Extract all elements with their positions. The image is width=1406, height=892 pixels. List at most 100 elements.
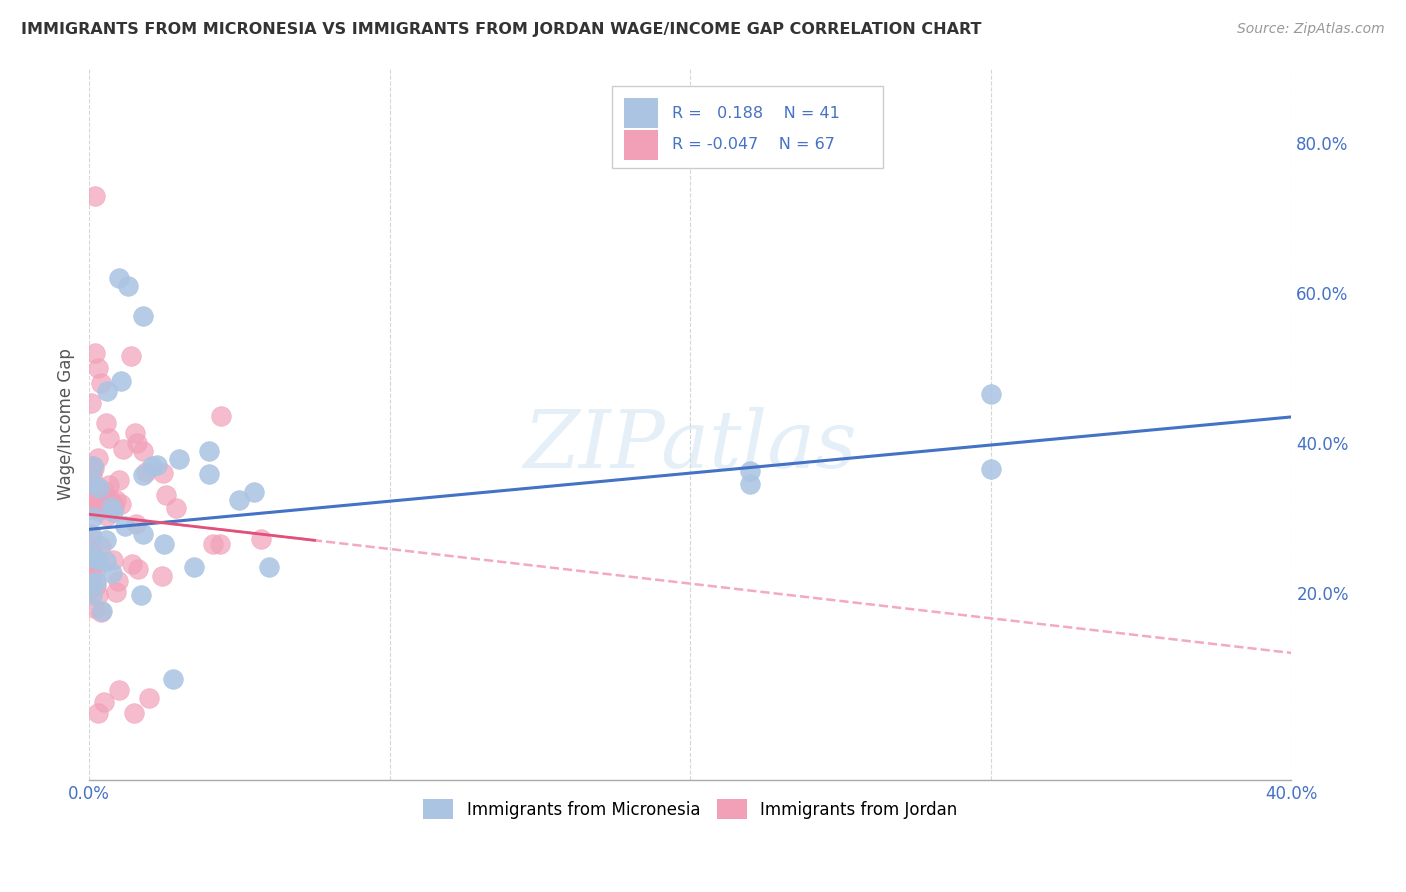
- Point: [82, 531, 104, 545]
- Y-axis label: Wage/Income Gap: Wage/Income Gap: [58, 349, 75, 500]
- Point: [132, 526, 155, 541]
- Point: [202, 537, 225, 551]
- Text: IMMIGRANTS FROM MICRONESIA VS IMMIGRANTS FROM JORDAN WAGE/INCOME GAP CORRELATION: IMMIGRANTS FROM MICRONESIA VS IMMIGRANTS…: [21, 22, 981, 37]
- Point: [82, 575, 104, 590]
- Point: [87, 588, 110, 602]
- Bar: [624, 129, 658, 160]
- Point: [87, 706, 110, 720]
- Point: [107, 574, 129, 589]
- Point: [104, 584, 127, 599]
- Point: [250, 532, 273, 546]
- Text: ZIPatlas: ZIPatlas: [523, 407, 858, 484]
- Point: [84, 574, 107, 589]
- Point: [101, 566, 124, 581]
- Point: [97, 478, 120, 492]
- Point: [83, 557, 105, 571]
- Point: [79, 501, 101, 516]
- Point: [90, 605, 112, 619]
- Point: [84, 549, 107, 564]
- Point: [124, 425, 146, 440]
- Point: [93, 695, 115, 709]
- Point: [84, 579, 107, 593]
- Point: [79, 395, 101, 409]
- Point: [79, 526, 101, 541]
- Point: [132, 467, 155, 482]
- Text: Source: ZipAtlas.com: Source: ZipAtlas.com: [1237, 22, 1385, 37]
- Point: [103, 499, 125, 513]
- Point: [121, 558, 143, 572]
- Point: [80, 588, 103, 602]
- Point: [117, 278, 139, 293]
- Point: [82, 510, 104, 524]
- Point: [83, 492, 105, 507]
- Point: [198, 467, 221, 482]
- Point: [82, 555, 104, 569]
- Point: [79, 566, 101, 580]
- Point: [80, 460, 103, 475]
- Point: [84, 189, 107, 203]
- Point: [82, 479, 104, 493]
- Point: [110, 374, 132, 388]
- Text: R =   0.188    N = 41: R = 0.188 N = 41: [672, 106, 841, 120]
- Point: [82, 549, 104, 563]
- Point: [105, 492, 128, 507]
- Point: [146, 458, 169, 473]
- Point: [112, 442, 135, 456]
- Point: [740, 465, 762, 479]
- Point: [90, 539, 112, 553]
- Point: [209, 409, 232, 423]
- Point: [980, 387, 1002, 401]
- Legend: Immigrants from Micronesia, Immigrants from Jordan: Immigrants from Micronesia, Immigrants f…: [416, 793, 965, 825]
- Point: [83, 460, 105, 475]
- Point: [94, 417, 117, 431]
- FancyBboxPatch shape: [612, 87, 883, 169]
- Point: [155, 488, 177, 502]
- Point: [84, 346, 107, 360]
- Point: [82, 475, 104, 490]
- Point: [97, 494, 120, 508]
- Point: [101, 505, 124, 519]
- Point: [87, 361, 110, 376]
- Point: [127, 562, 149, 576]
- Point: [127, 436, 149, 450]
- Point: [122, 706, 145, 720]
- Point: [82, 458, 104, 473]
- Point: [79, 487, 101, 501]
- Point: [243, 484, 266, 499]
- Point: [150, 569, 173, 583]
- Point: [91, 604, 114, 618]
- Point: [83, 600, 105, 615]
- Point: [108, 271, 131, 285]
- Point: [94, 554, 117, 568]
- Point: [90, 376, 112, 391]
- Point: [167, 452, 190, 467]
- Point: [80, 549, 103, 564]
- Point: [94, 533, 117, 547]
- Point: [84, 563, 107, 577]
- Point: [84, 494, 107, 508]
- Point: [125, 517, 148, 532]
- Point: [120, 349, 142, 363]
- Text: R = -0.047    N = 67: R = -0.047 N = 67: [672, 137, 835, 153]
- Point: [86, 504, 108, 518]
- Point: [96, 384, 118, 398]
- Point: [141, 459, 163, 474]
- Point: [152, 467, 174, 481]
- Point: [94, 489, 117, 503]
- Point: [101, 553, 124, 567]
- Point: [82, 459, 104, 474]
- Bar: [624, 98, 658, 128]
- Point: [228, 492, 250, 507]
- Point: [108, 473, 131, 487]
- Point: [100, 500, 122, 514]
- Point: [108, 683, 131, 698]
- Point: [114, 519, 136, 533]
- Point: [93, 484, 115, 499]
- Point: [87, 450, 110, 465]
- Point: [132, 443, 155, 458]
- Point: [980, 462, 1002, 476]
- Point: [79, 541, 101, 556]
- Point: [129, 588, 152, 602]
- Point: [86, 553, 108, 567]
- Point: [80, 468, 103, 483]
